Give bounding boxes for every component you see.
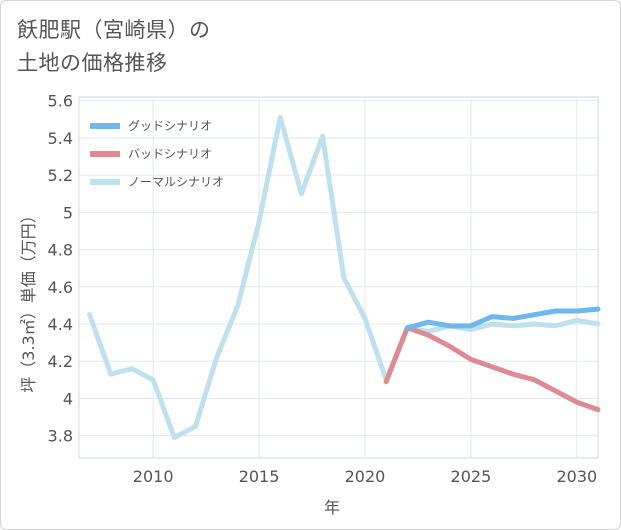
y-axis-ticks: 3.8 4 4.2 4.4 4.6 4.8 5 5.2 5.4 5.6 <box>48 92 73 446</box>
legend-label: グッドシナリオ <box>128 119 212 133</box>
chart-title-line-2: 土地の価格推移 <box>17 51 168 75</box>
x-tick-label: 2030 <box>556 467 597 486</box>
x-tick-label: 2020 <box>345 467 386 486</box>
x-axis-label: 年 <box>324 498 340 517</box>
x-tick-label: 2025 <box>451 467 492 486</box>
chart-title: 飫肥駅（宮崎県）の 土地の価格推移 <box>17 14 211 80</box>
x-tick-label: 2010 <box>133 467 174 486</box>
legend-item-0[interactable]: グッドシナリオ <box>90 119 212 133</box>
x-axis-ticks: 2010 2015 2020 2025 2030 <box>133 467 597 486</box>
plot-area <box>78 96 599 459</box>
series-line-0 <box>404 306 601 331</box>
y-axis-label: 坪（3.3㎡）単価（万円） <box>19 207 38 392</box>
y-tick-label: 3.8 <box>48 427 73 446</box>
y-tick-label: 4.2 <box>48 352 73 371</box>
x-grid <box>152 97 578 458</box>
y-tick-label: 4.4 <box>48 315 73 334</box>
series-lines <box>87 114 601 441</box>
y-tick-label: 5.6 <box>48 92 73 111</box>
series-line-2 <box>87 114 601 441</box>
legend-label: ノーマルシナリオ <box>128 175 224 189</box>
x-tick-label: 2015 <box>239 467 280 486</box>
chart-title-line-1: 飫肥駅（宮崎県）の <box>17 18 211 42</box>
y-tick-label: 5.2 <box>48 166 73 185</box>
series-line-1 <box>383 325 601 413</box>
y-tick-label: 5 <box>63 203 73 222</box>
legend-item-1[interactable]: バッドシナリオ <box>90 147 212 161</box>
y-tick-label: 5.4 <box>48 129 73 148</box>
y-tick-label: 4.8 <box>48 241 73 260</box>
y-grid <box>79 100 598 437</box>
legend-label: バッドシナリオ <box>128 147 212 161</box>
legend-item-2[interactable]: ノーマルシナリオ <box>90 175 224 189</box>
y-tick-label: 4.6 <box>48 278 73 297</box>
y-tick-label: 4 <box>63 389 73 408</box>
